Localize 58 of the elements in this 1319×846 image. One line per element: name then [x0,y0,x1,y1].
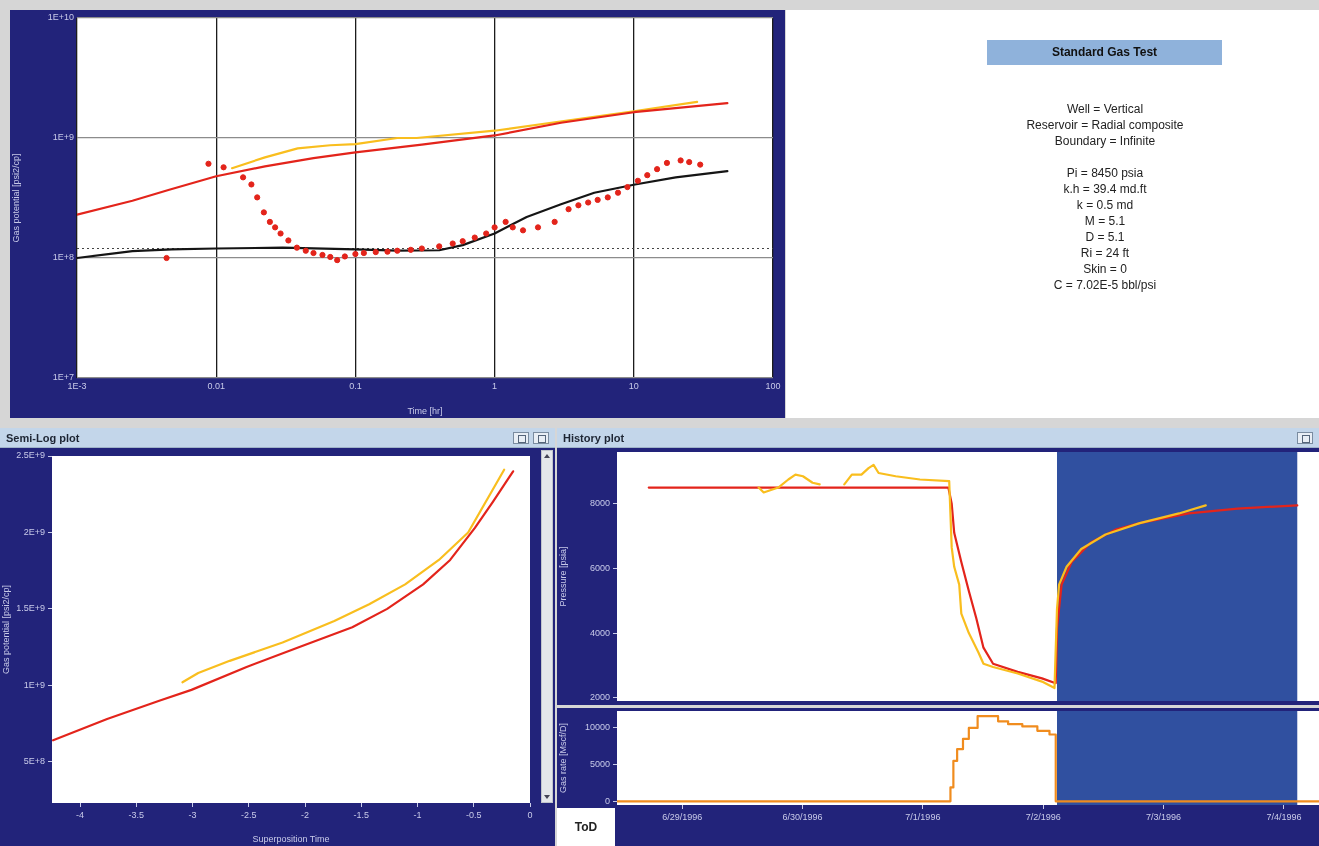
y-tick-label: 1E+9 [52,132,74,143]
text: Reservoir = Radial composite [1025,117,1185,133]
y-tick-label: 2000 [589,692,610,703]
y-axis-title: Pressure [psia] [557,546,568,607]
y-tick-label: 1E+9 [23,679,45,690]
x-tick-label: -2 [301,809,310,820]
y-tick-label: 1E+7 [52,372,74,383]
y-tick-label: 2.5E+9 [16,450,45,461]
text: Skin = 0 [1082,261,1128,277]
y-tick-label: 6000 [589,562,610,573]
text: Well = Vertical [1065,101,1145,117]
x-tick-label: 7/3/1996 [1146,811,1182,822]
x-tick-label: -3.5 [128,809,145,820]
x-tick-label: -1.5 [353,809,370,820]
x-tick-label: 0 [527,809,533,820]
x-tick-label: 1 [492,380,498,391]
x-tick-label: 7/1/1996 [905,811,941,822]
chart-title: Semi-Log plot [6,432,80,444]
y-axis-title: Gas potential [psi2/cp] [10,153,21,243]
x-tick-label: 0.01 [207,380,225,391]
text: C = 7.02E-5 bbl/psi [1052,277,1158,293]
x-tick-label: -3 [188,809,197,820]
y-tick-label: 2E+9 [23,526,45,537]
x-tick-label: 100 [765,380,781,391]
y-tick-label: 1.5E+9 [16,603,45,614]
x-tick-label: 1E-3 [67,380,87,391]
x-tick-label: 6/30/1996 [782,811,823,822]
text: Standard Gas Test [987,40,1222,65]
text: Boundary = Infinite [1053,133,1157,149]
y-axis-title: Gas potential [psi2/cp] [0,584,11,675]
x-tick-label: -0.5 [466,809,482,820]
text: k.h = 39.4 md.ft [1062,181,1148,197]
text: M = 5.1 [1083,213,1127,229]
y-tick-label: 8000 [589,498,610,509]
y-axis-title: Gas rate [Mscf/D] [557,722,568,794]
x-tick-label: 10 [628,380,639,391]
x-axis-title: Time [hr] [407,406,443,417]
y-tick-label: 10000 [584,722,610,733]
y-tick-label: 5E+8 [23,756,45,767]
text: Pi = 8450 psia [1065,165,1145,181]
x-tick-label: 7/2/1996 [1025,811,1061,822]
y-tick-label: 0 [604,795,610,806]
y-tick-label: 5000 [589,759,610,770]
text: Ri = 24 ft [1079,245,1131,261]
text: k = 0.5 md [1075,197,1135,213]
x-tick-label: 6/29/1996 [662,811,703,822]
x-axis-title: Superposition Time [252,834,330,845]
x-tick-label: -4 [76,809,85,820]
x-tick-label: 0.1 [349,380,362,391]
chart-title: History plot [563,432,625,444]
y-tick-label: 1E+8 [52,252,74,263]
text: D = 5.1 [1084,229,1126,245]
y-tick-label: 4000 [589,627,610,638]
x-tick-label: 7/4/1996 [1266,811,1302,822]
y-tick-label: 1E+10 [47,12,74,23]
text: ToD [574,820,598,834]
x-tick-label: -2.5 [241,809,257,820]
x-tick-label: -1 [413,809,422,820]
